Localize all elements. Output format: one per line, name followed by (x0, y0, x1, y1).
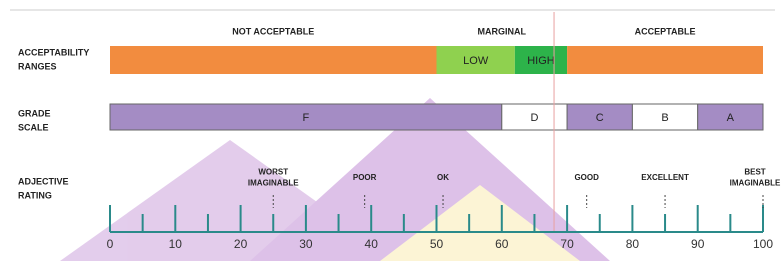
tick-label: 20 (234, 237, 248, 251)
adjective-label: GOOD (574, 173, 599, 182)
range-header: MARGINAL (478, 26, 527, 36)
tick-label: 70 (560, 237, 574, 251)
row-label: ACCEPTABILITY (18, 47, 89, 57)
row-label: RANGES (18, 61, 57, 71)
range-segment (110, 46, 437, 74)
adjective-label: EXCELLENT (641, 173, 689, 182)
tick-label: 60 (495, 237, 509, 251)
grade-label: A (727, 112, 735, 124)
diagram: ACCEPTABILITY RANGES GRADE SCALE ADJECTIVE RA… (0, 0, 782, 261)
grade-label: F (303, 112, 310, 124)
tick-label: 50 (430, 237, 444, 251)
row-label: SCALE (18, 122, 49, 132)
tick-label: 90 (691, 237, 705, 251)
row-label: ADJECTIVE (18, 176, 69, 186)
grade-label: D (530, 112, 538, 124)
grade-label: B (661, 112, 668, 124)
range-label: LOW (463, 55, 489, 67)
tick-label: 100 (753, 237, 773, 251)
tick-label: 40 (365, 237, 379, 251)
row-label: RATING (18, 190, 52, 200)
range-label: HIGH (527, 55, 555, 67)
tick-label: 0 (107, 237, 114, 251)
grade-label: C (596, 112, 604, 124)
adjective-label: BEST (744, 168, 765, 177)
adjective-label: OK (437, 173, 449, 182)
range-header: NOT ACCEPTABLE (232, 26, 314, 36)
tick-label: 80 (626, 237, 640, 251)
tick-label: 10 (169, 237, 183, 251)
tick-label: 30 (299, 237, 313, 251)
range-segment (567, 46, 763, 74)
range-header: ACCEPTABLE (635, 26, 696, 36)
adjective-label: IMAGINABLE (730, 179, 781, 188)
adjective-label: IMAGINABLE (248, 179, 299, 188)
adjective-label: POOR (353, 173, 377, 182)
adjective-label: WORST (258, 168, 288, 177)
row-label: GRADE (18, 108, 51, 118)
